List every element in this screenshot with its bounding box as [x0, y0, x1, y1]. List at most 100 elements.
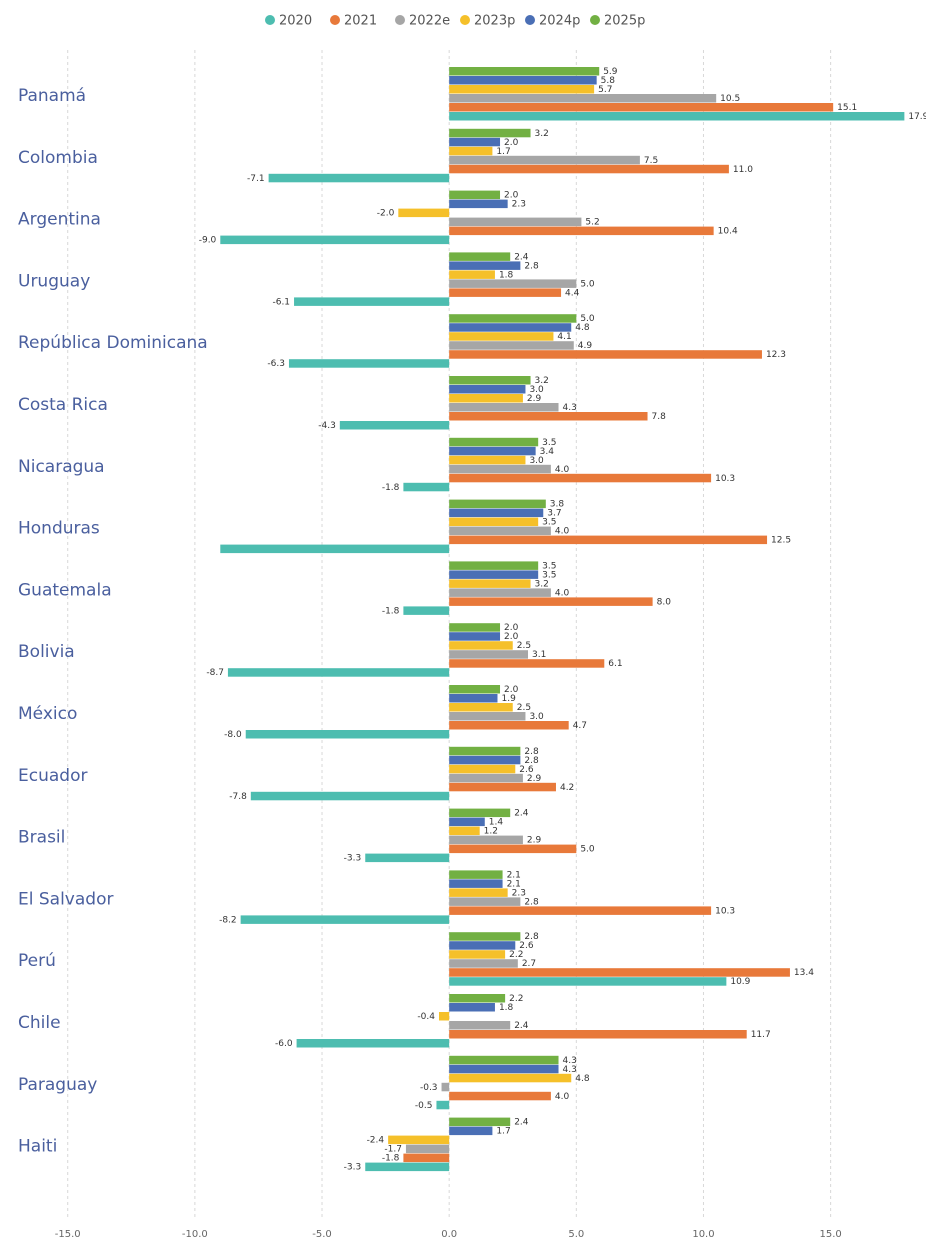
- data-label: 3.4: [540, 447, 555, 457]
- x-tick-label: 0.0: [441, 1229, 457, 1240]
- data-label: 8.0: [657, 597, 672, 607]
- data-label: -7.8: [229, 792, 247, 802]
- legend-swatch: [395, 15, 405, 25]
- bar: [449, 932, 521, 941]
- data-label: 10.3: [715, 474, 735, 484]
- data-label: 5.0: [580, 279, 595, 289]
- data-label: 2.0: [504, 191, 519, 201]
- data-label: 11.7: [751, 1030, 771, 1040]
- bar: [449, 844, 577, 854]
- bar: [449, 103, 834, 112]
- data-label: 1.4: [489, 818, 504, 828]
- data-label: 4.2: [560, 783, 574, 793]
- data-label: 2.4: [514, 252, 529, 262]
- data-label: 12.3: [766, 350, 786, 360]
- data-label: 2.8: [524, 897, 539, 907]
- legend-swatch: [590, 15, 600, 25]
- bar: [436, 1100, 450, 1110]
- bar: [294, 297, 450, 306]
- bar: [449, 579, 531, 588]
- legend-swatch: [525, 15, 535, 25]
- bar: [449, 941, 516, 950]
- category-label: Ecuador: [18, 766, 87, 786]
- data-label: 2.8: [524, 261, 539, 271]
- data-label: 3.0: [529, 385, 544, 395]
- bar: [449, 261, 521, 270]
- data-label: 2.1: [507, 879, 521, 889]
- data-label: 1.9: [501, 694, 516, 704]
- category-label: República Dominicana: [18, 333, 208, 353]
- data-label: -1.8: [382, 606, 400, 616]
- bar: [449, 817, 485, 827]
- bar: [449, 641, 513, 650]
- data-label: 2.6: [519, 941, 534, 951]
- data-label: -6.0: [275, 1039, 293, 1049]
- bar: [449, 659, 605, 668]
- bar: [449, 350, 762, 359]
- bar: [449, 341, 574, 350]
- data-label: -0.5: [415, 1101, 433, 1111]
- data-label: 10.9: [730, 977, 750, 987]
- bar: [449, 535, 768, 545]
- data-label: 13.4: [794, 968, 814, 978]
- bar: [449, 959, 518, 968]
- data-label: 4.0: [555, 465, 570, 475]
- data-label: 17.9: [908, 112, 926, 122]
- data-label: 4.8: [575, 323, 590, 333]
- data-label: 7.8: [652, 412, 667, 422]
- category-label: Nicaragua: [18, 457, 105, 477]
- bar: [449, 888, 508, 897]
- category-label: Colombia: [18, 148, 98, 168]
- data-label: 4.0: [555, 588, 570, 598]
- category-label: Brasil: [18, 828, 65, 848]
- bar: [449, 879, 503, 888]
- data-label: 5.7: [598, 85, 612, 95]
- bar: [449, 835, 523, 845]
- data-label: -3.3: [344, 1163, 362, 1173]
- data-label: 2.5: [517, 641, 531, 651]
- data-label: 2.3: [512, 200, 526, 210]
- bar: [449, 526, 551, 536]
- data-label: 6.1: [608, 659, 622, 669]
- bar: [441, 1082, 450, 1092]
- data-label: 2.0: [504, 685, 519, 695]
- bar: [449, 897, 521, 906]
- bar: [449, 1117, 511, 1127]
- legend-label: 2025p: [604, 14, 645, 29]
- data-label: 4.8: [575, 1074, 590, 1084]
- data-label: 3.0: [529, 456, 544, 466]
- legend-swatch: [330, 15, 340, 25]
- data-label: 2.5: [517, 703, 531, 713]
- bar: [449, 694, 498, 703]
- bar: [449, 94, 717, 103]
- legend-label: 2020: [279, 14, 312, 29]
- bar: [449, 412, 648, 421]
- data-label: 10.5: [720, 94, 740, 104]
- category-label: México: [18, 704, 77, 724]
- bar: [449, 446, 536, 456]
- legend-swatch: [460, 15, 470, 25]
- bar: [449, 394, 523, 403]
- category-label: Haiti: [18, 1137, 57, 1157]
- bar: [438, 1012, 450, 1021]
- x-tick-label: 10.0: [692, 1229, 714, 1240]
- data-label: 15.1: [837, 103, 857, 113]
- data-label: 5.8: [601, 76, 616, 86]
- bar: [449, 76, 597, 85]
- data-label: 2.4: [514, 1118, 529, 1128]
- bar: [449, 164, 729, 174]
- data-label: 2.9: [527, 774, 542, 784]
- data-label: -8.7: [206, 668, 224, 678]
- bar: [449, 199, 508, 209]
- bar: [449, 279, 577, 288]
- legend-label: 2022e: [409, 14, 450, 29]
- category-label: Chile: [18, 1013, 61, 1033]
- x-tick-label: 15.0: [819, 1229, 841, 1240]
- bar: [449, 1030, 747, 1039]
- category-label: Honduras: [18, 519, 100, 539]
- data-label: 5.9: [603, 67, 618, 77]
- bar: [449, 950, 506, 959]
- data-label: 3.2: [535, 129, 549, 139]
